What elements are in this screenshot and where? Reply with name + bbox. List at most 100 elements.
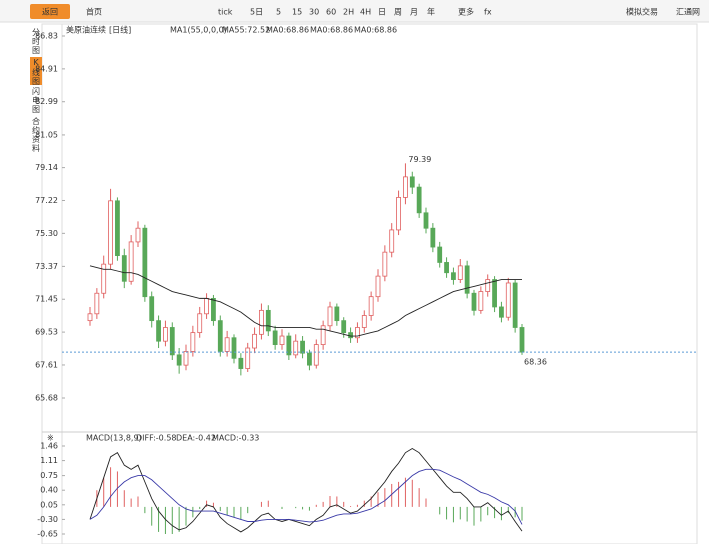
toolbar-item[interactable]: 5 xyxy=(276,8,281,17)
candle-body xyxy=(423,212,429,229)
toolbar-item[interactable]: 更多 xyxy=(458,7,474,17)
toolbar-item[interactable]: 60 xyxy=(326,8,336,17)
y-tick-label: 79.14 xyxy=(35,163,58,172)
macd-label: DEA:-0.42 xyxy=(176,434,216,443)
back-button[interactable] xyxy=(30,4,70,19)
candle-body xyxy=(355,327,360,339)
candle-body xyxy=(327,306,333,327)
toolbar-item[interactable]: 月 xyxy=(410,8,418,17)
macd-icon: ※ xyxy=(47,434,54,443)
candle-body xyxy=(265,309,271,332)
y-tick-label: 69.53 xyxy=(35,328,58,337)
y-tick-label: 81.05 xyxy=(35,130,58,139)
y-tick-label: 71.45 xyxy=(35,295,58,304)
y-tick-label: 67.61 xyxy=(35,360,58,369)
toolbar-item[interactable]: 4H xyxy=(360,8,371,17)
toolbar-item[interactable]: 首页 xyxy=(86,7,102,17)
candle-body xyxy=(245,347,251,369)
toolbar-item[interactable]: 汇通网 xyxy=(676,7,700,17)
candle-body xyxy=(409,176,415,188)
candle-body xyxy=(320,325,326,345)
sidebar-tab[interactable]: 闪电图 xyxy=(32,87,41,114)
toolbar-item[interactable]: 5日 xyxy=(250,8,263,17)
toolbar-item[interactable]: 年 xyxy=(427,7,435,17)
candle-body xyxy=(149,296,155,322)
candle-body xyxy=(505,282,511,318)
candle-body xyxy=(451,272,456,280)
toolbar-item[interactable]: tick xyxy=(218,8,233,17)
candle-body xyxy=(272,330,278,345)
candle-body xyxy=(382,251,388,277)
candle-body xyxy=(293,340,299,356)
candle-body xyxy=(252,333,257,349)
candle-body xyxy=(217,320,223,352)
ma-label: MA55:72.52 xyxy=(222,26,270,35)
y-tick-label: 0.75 xyxy=(40,471,58,480)
candle-body xyxy=(396,197,401,231)
toolbar-item[interactable]: 日 xyxy=(378,8,386,17)
candle-body xyxy=(108,200,113,265)
candle-body xyxy=(300,340,305,354)
chart-title: 美原油连续 xyxy=(66,25,106,35)
candle-body xyxy=(478,291,484,311)
active-tab xyxy=(30,57,42,85)
y-tick-label: 1.46 xyxy=(40,442,58,451)
candle-body xyxy=(313,344,319,366)
back-label[interactable]: 返回 xyxy=(42,8,58,17)
y-tick-label: -0.65 xyxy=(37,530,58,539)
candle-body xyxy=(307,352,312,366)
dea-line xyxy=(89,468,523,525)
y-tick-label: 84.91 xyxy=(35,64,58,73)
toolbar-item[interactable]: 模拟交易 xyxy=(626,7,658,17)
y-tick-label: 73.37 xyxy=(35,262,58,271)
sidebar-tab[interactable]: K线图 xyxy=(32,58,41,86)
y-tick-label: 75.30 xyxy=(35,229,58,238)
toolbar-item[interactable]: fx xyxy=(484,8,492,17)
toolbar xyxy=(0,0,709,22)
candle-body xyxy=(437,246,443,263)
sidebar-tab[interactable]: 合约资料 xyxy=(32,116,41,153)
chart-frame xyxy=(41,23,698,544)
candle-body xyxy=(87,313,93,322)
sidebar-tab[interactable]: 分时图 xyxy=(32,28,41,55)
candle-body xyxy=(512,282,518,328)
last-annotation: 68.36 xyxy=(524,357,547,366)
toolbar-item[interactable]: 2H xyxy=(343,8,354,17)
toolbar-item[interactable]: 周 xyxy=(394,8,402,17)
candle-body xyxy=(368,296,374,316)
candle-body xyxy=(211,297,216,322)
candle-body xyxy=(341,320,347,334)
candle-body xyxy=(259,309,264,335)
macd-label: DIFF:-0.58 xyxy=(136,434,177,443)
candle-body xyxy=(471,292,477,311)
candle-body xyxy=(519,327,525,353)
candle-body xyxy=(238,357,244,369)
candle-body xyxy=(121,255,127,282)
ma-line xyxy=(89,265,522,337)
candle-body xyxy=(163,327,168,342)
candle-body xyxy=(286,335,292,356)
period: [日线] xyxy=(109,25,131,35)
toolbar-item[interactable]: 30 xyxy=(309,8,319,17)
toolbar-item[interactable]: 15 xyxy=(292,8,302,17)
ma-label: MA0:68.86 xyxy=(354,26,397,35)
candle-body xyxy=(492,279,497,308)
high-annotation: 79.39 xyxy=(408,155,431,164)
y-tick-label: -0.30 xyxy=(37,515,58,524)
candle-body xyxy=(430,227,436,248)
candle-body xyxy=(190,332,196,352)
candle-body xyxy=(183,351,189,366)
candle-body xyxy=(231,337,237,359)
ma-label: MA0:68.86 xyxy=(310,26,353,35)
candle-body xyxy=(169,327,175,356)
candle-body xyxy=(197,313,203,334)
candle-body xyxy=(224,337,230,352)
y-tick-label: 65.68 xyxy=(35,394,58,403)
y-tick-label: 82.99 xyxy=(35,97,58,106)
candle-body xyxy=(94,292,100,315)
candle-body xyxy=(156,320,161,342)
y-tick-label: 0.40 xyxy=(40,486,58,495)
candle-body xyxy=(142,227,148,298)
macd-label: MACD:-0.33 xyxy=(212,434,259,443)
